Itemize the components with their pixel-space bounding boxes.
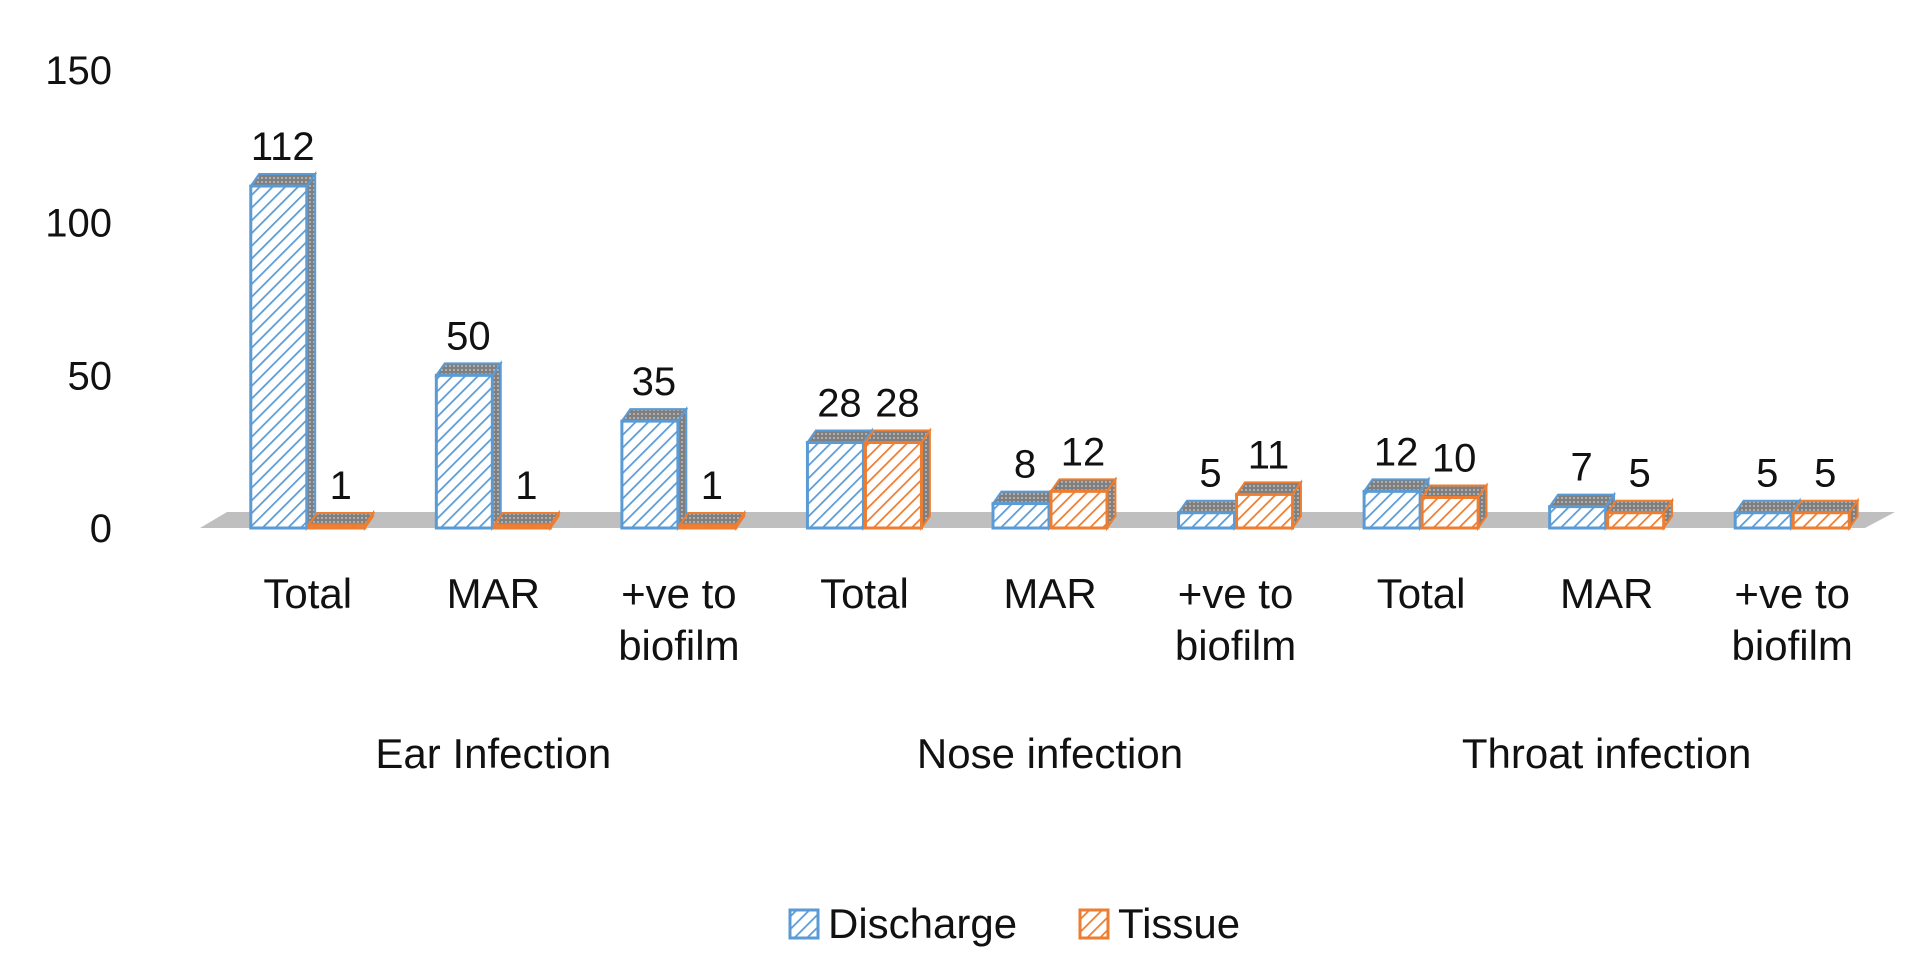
bar-top-face	[1605, 499, 1674, 514]
bar-top-face	[1176, 499, 1245, 514]
group-label: Nose infection	[917, 730, 1183, 777]
bar-top-face	[863, 429, 932, 444]
category-label: Total	[1377, 570, 1466, 617]
bar-discharge-5	[991, 488, 1060, 532]
bar-front-face	[1362, 489, 1422, 530]
data-label: 5	[1199, 452, 1221, 496]
bar-front-face	[1235, 492, 1295, 530]
bar-discharge-4	[805, 427, 874, 532]
data-label: 12	[1061, 430, 1106, 474]
legend-swatch-tissue	[1078, 908, 1110, 940]
bar-front-face	[620, 419, 680, 530]
bar-discharge-9	[1733, 497, 1802, 532]
bar-discharge-2	[434, 360, 503, 532]
bar-top-face	[991, 490, 1060, 505]
bar-tissue-5	[1049, 476, 1118, 532]
y-tick-label: 50	[68, 354, 113, 398]
data-label: 28	[817, 382, 862, 426]
bar-front-face	[1177, 511, 1237, 530]
group-label: Throat infection	[1462, 730, 1752, 777]
bar-front-face	[1606, 511, 1666, 530]
bar-top-face	[1362, 478, 1431, 493]
bar-top-face	[1049, 478, 1118, 493]
bar-front-face	[492, 523, 552, 530]
category-label: +ve to biofilm	[1732, 570, 1853, 669]
category-label: Total	[820, 570, 909, 617]
bar-front-face	[307, 523, 367, 530]
legend-swatch-discharge	[788, 908, 820, 940]
legend-label-discharge: Discharge	[828, 900, 1017, 947]
bar-tissue-9	[1791, 497, 1860, 532]
bar-top-face	[1420, 484, 1489, 499]
bar-front-face	[434, 373, 494, 530]
bar-front-face	[1548, 505, 1608, 530]
bar-discharge-8	[1547, 491, 1616, 532]
y-tick-label: 100	[45, 202, 112, 246]
bar-discharge-3	[619, 405, 689, 532]
data-label: 7	[1571, 446, 1593, 490]
bar-top-face	[434, 362, 503, 377]
bar-top-face	[1234, 481, 1303, 496]
category-label: +ve to biofilm	[618, 570, 739, 669]
data-label: 35	[632, 360, 677, 404]
data-label: 1	[330, 464, 352, 508]
bar-front-face	[991, 502, 1051, 530]
category-label: +ve to biofilm	[1175, 570, 1296, 669]
bar-front-face	[863, 441, 923, 530]
bar-discharge-6	[1176, 497, 1245, 532]
bar-front-face	[805, 441, 865, 530]
bar-front-face	[1049, 489, 1109, 530]
bar-tissue-2	[492, 509, 561, 532]
bar-tissue-8	[1605, 497, 1674, 532]
bar-top-face	[248, 173, 318, 188]
data-label: 10	[1432, 436, 1477, 480]
data-label: 5	[1814, 452, 1836, 496]
data-label: 5	[1629, 452, 1651, 496]
bar-top-face	[1791, 499, 1860, 514]
bar-front-face	[1420, 495, 1480, 530]
data-label: 8	[1014, 443, 1036, 487]
data-label: 28	[875, 382, 920, 426]
bar-top-face	[1547, 493, 1616, 508]
bar-discharge-7	[1362, 476, 1431, 532]
bar-tissue-6	[1234, 479, 1303, 532]
bar-front-face	[1791, 511, 1851, 530]
data-label: 5	[1756, 452, 1778, 496]
category-label: MAR	[1003, 570, 1096, 617]
data-label: 1	[515, 464, 537, 508]
bar-tissue-7	[1420, 482, 1489, 532]
data-label: 1	[701, 464, 723, 508]
data-label: 12	[1374, 430, 1419, 474]
bar-top-face	[805, 429, 874, 444]
bar-top-face	[1733, 499, 1802, 514]
bar-front-face	[678, 523, 738, 530]
group-label: Ear Infection	[375, 730, 611, 777]
category-label: MAR	[1560, 570, 1653, 617]
data-label: 11	[1248, 433, 1290, 477]
data-label: 50	[446, 314, 491, 358]
legend-label-tissue: Tissue	[1118, 900, 1240, 947]
bar-top-face	[619, 408, 689, 423]
category-label: MAR	[447, 570, 540, 617]
y-tick-label: 0	[90, 507, 112, 551]
bar-top-face	[306, 511, 376, 526]
data-label: 112	[251, 125, 315, 169]
bar-tissue-3	[677, 509, 747, 532]
bar-front-face	[1733, 511, 1793, 530]
y-tick-label: 150	[45, 49, 112, 93]
bar-tissue-4	[863, 427, 932, 532]
bar-discharge-1	[248, 170, 318, 532]
bar-tissue-1	[306, 509, 376, 532]
bar-top-face	[492, 511, 561, 526]
bar-top-face	[677, 511, 747, 526]
category-label: Total	[263, 570, 352, 617]
bar-front-face	[249, 184, 309, 530]
